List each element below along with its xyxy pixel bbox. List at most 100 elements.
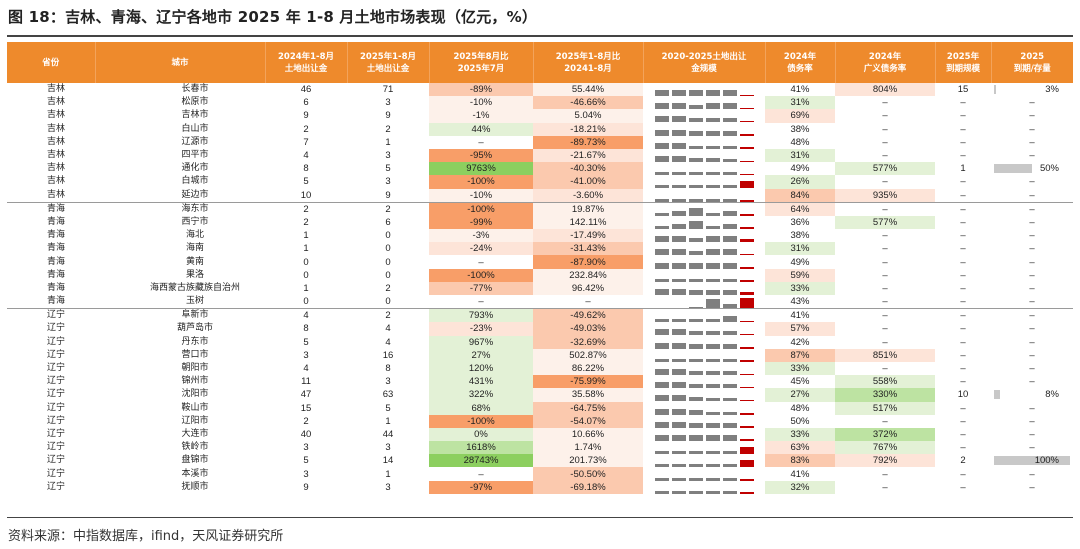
province-cell: 吉林 <box>47 84 66 95</box>
mom-change-cell: -100% <box>429 268 533 282</box>
sparkline-bar <box>705 398 720 402</box>
yoy-change-cell: -49.62% <box>533 308 643 323</box>
debt-ratio-cell: 31% <box>765 96 835 110</box>
sparkline-bar <box>722 131 737 136</box>
sparkline-bar <box>705 344 720 349</box>
debt-ratio-cell: 59% <box>765 268 835 282</box>
city-cell: 海西蒙古族藏族自治州 <box>149 282 240 293</box>
maturity-stock-ratio-cell: – <box>991 136 1073 149</box>
column-header: 2025年 到期规模 <box>935 42 992 83</box>
mom-change-cell: 967% <box>429 335 533 349</box>
maturity-2025-cell: – <box>960 110 966 122</box>
ratio-text: 100% <box>1034 455 1059 467</box>
city-cell: 阜新市 <box>95 308 265 323</box>
sparkline-bar <box>739 227 754 229</box>
table-row: 吉林 白城市 5 3 -100% -41.00% 26% – – – <box>7 175 1073 189</box>
ratio-text: – <box>1029 415 1035 427</box>
city-cell: 辽阳市 <box>181 415 209 426</box>
sparkline-bar <box>654 434 669 441</box>
maturity-stock-ratio-cell: – <box>991 255 1073 268</box>
maturity-2025-cell: – <box>960 402 966 414</box>
table-row: 吉林 松原市 6 3 -10% -46.66% 31% – – – <box>7 96 1073 110</box>
yoy-change-cell: 502.87% <box>533 348 643 362</box>
sparkline-bar <box>722 185 737 189</box>
sparkline-bar <box>739 297 754 309</box>
ratio-text: – <box>1029 428 1035 440</box>
mom-change-cell: -10% <box>429 96 533 110</box>
land-revenue-sparkline <box>643 189 765 203</box>
yoy-change-cell: 232.84% <box>533 268 643 282</box>
sparkline-bar <box>654 477 669 481</box>
debt-ratio-cell: 41% <box>765 308 835 323</box>
broad-debt-ratio-cell: – <box>882 363 888 375</box>
province-cell: 辽宁 <box>47 323 66 334</box>
maturity-stock-ratio-cell: – <box>991 349 1073 362</box>
sparkline-bar <box>722 358 737 362</box>
ratio-text: – <box>1029 296 1035 308</box>
mom-change-cell: 27% <box>429 348 533 362</box>
land-revenue-2025-cell: 3 <box>385 376 391 388</box>
province-cell: 吉林 <box>47 110 66 121</box>
sparkline-bar <box>705 131 720 136</box>
sparkline-bar <box>671 329 686 336</box>
table-row: 吉林 白山市 2 2 44% -18.21% 38% – – – <box>7 122 1073 136</box>
maturity-2025-cell: – <box>935 308 991 323</box>
city-cell: 葫芦岛市 <box>176 323 213 334</box>
maturity-stock-ratio-cell: – <box>991 428 1073 441</box>
land-revenue-sparkline <box>643 216 765 229</box>
sparkline-bar <box>705 198 720 202</box>
broad-debt-ratio-cell: – <box>882 296 888 308</box>
sparkline-bar <box>688 306 703 309</box>
land-revenue-2025-cell: 16 <box>382 349 394 361</box>
sparkline-bar <box>671 224 686 229</box>
table-row: 吉林 长春市 46 71 -89% 55.44% 41% 804% 15 3% <box>7 83 1073 97</box>
sparkline-bar <box>688 330 703 336</box>
table-row: 辽宁 本溪市 3 1 – -50.50% 41% – – – <box>7 467 1073 481</box>
sparkline-bar <box>654 329 669 336</box>
land-revenue-2025-cell: 0 <box>385 256 391 268</box>
broad-debt-ratio-cell: 935% <box>835 188 935 203</box>
land-revenue-sparkline <box>643 441 765 455</box>
yoy-change-cell: 10.66% <box>533 427 643 442</box>
maturity-2025-cell: – <box>960 468 966 480</box>
column-header: 2025年1-8月 土地出让金 <box>347 42 430 83</box>
city-cell: 松原市 <box>181 97 209 108</box>
yoy-change-cell: -21.67% <box>533 148 643 163</box>
mom-change-cell: 68% <box>429 401 533 415</box>
debt-ratio-cell: 50% <box>790 415 810 427</box>
land-revenue-2025-cell: 5 <box>385 402 391 414</box>
sparkline-bar <box>739 439 754 441</box>
maturity-stock-ratio-cell: – <box>991 242 1073 255</box>
province-cell: 辽宁 <box>47 402 66 413</box>
broad-debt-ratio-cell: 558% <box>835 375 935 389</box>
province-cell: 青海 <box>47 230 66 241</box>
province-cell: 吉林 <box>47 123 66 134</box>
land-revenue-2025-cell: 3 <box>385 481 391 493</box>
sparkline-bar <box>705 172 720 176</box>
land-revenue-sparkline <box>643 388 765 402</box>
sparkline-bar <box>722 464 737 468</box>
city-cell: 沈阳市 <box>181 389 209 400</box>
maturity-stock-ratio-cell: – <box>991 149 1073 162</box>
land-revenue-2024-cell: 10 <box>300 189 312 201</box>
yoy-change-cell: -87.90% <box>533 255 643 269</box>
sparkline-bar <box>705 370 720 376</box>
maturity-stock-ratio-cell: – <box>991 481 1073 494</box>
sparkline-bar <box>671 211 686 216</box>
broad-debt-ratio-cell: 517% <box>835 401 935 415</box>
land-revenue-2025-cell: 14 <box>382 455 394 467</box>
land-revenue-2024-cell: 5 <box>303 455 309 467</box>
land-revenue-2024-cell: 2 <box>303 415 309 427</box>
province-cell: 辽宁 <box>47 428 66 439</box>
maturity-2025-cell: – <box>935 201 991 216</box>
table-row: 青海 海南 1 0 -24% -31.43% 31% – – – <box>7 242 1073 256</box>
sparkline-bar <box>739 107 754 110</box>
sparkline-bar <box>671 342 686 349</box>
broad-debt-ratio-cell: – <box>882 97 888 109</box>
maturity-stock-ratio-cell: – <box>991 362 1073 375</box>
city-cell: 西宁市 <box>181 216 209 227</box>
mom-change-cell: -95% <box>429 148 533 163</box>
yoy-change-cell: -17.49% <box>533 229 643 243</box>
land-revenue-2024-cell: 4 <box>303 363 309 375</box>
province-cell: 吉林 <box>47 150 66 161</box>
